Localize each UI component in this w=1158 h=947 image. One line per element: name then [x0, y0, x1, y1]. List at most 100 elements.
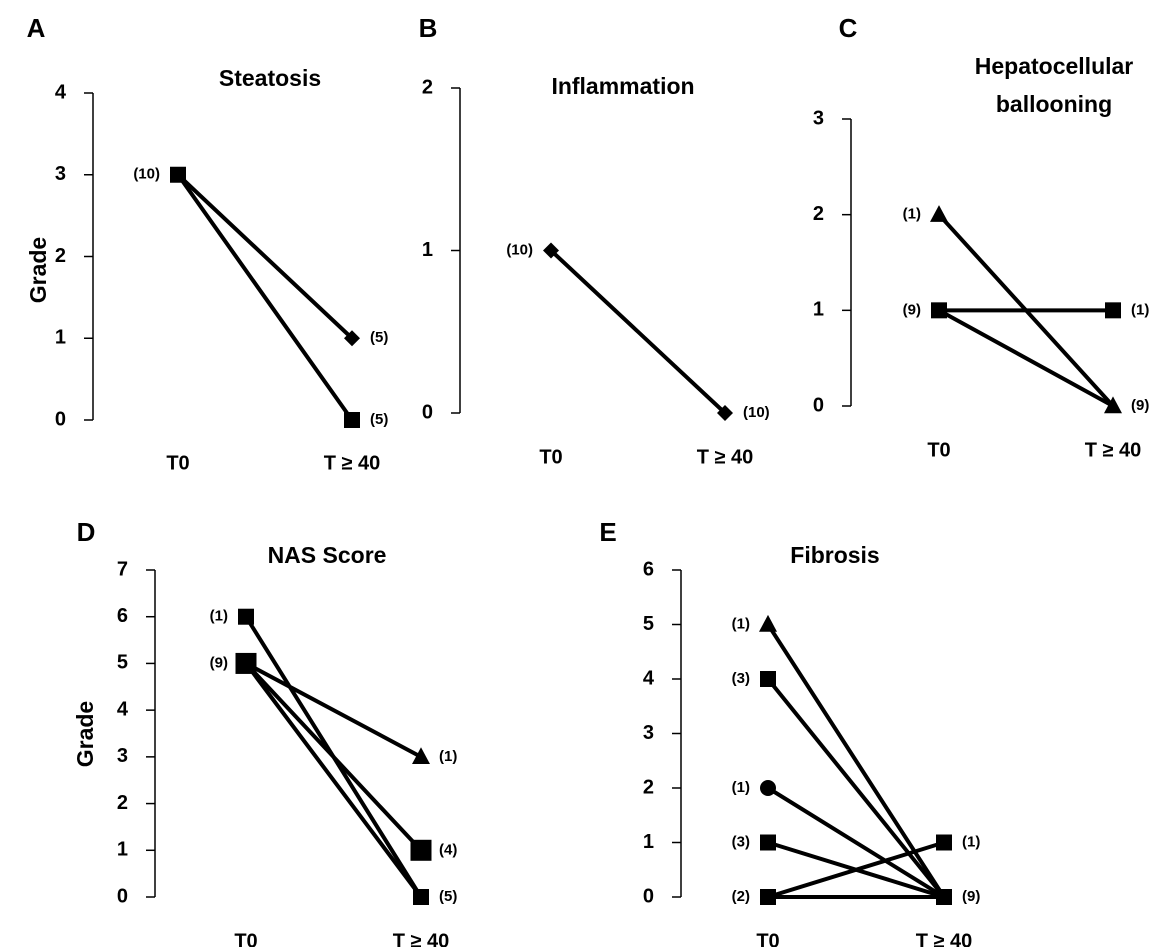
y-tick-label: 2 [813, 203, 824, 225]
y-tick-label: 3 [643, 722, 654, 744]
series-line [176, 172, 354, 341]
y-tick-label: 6 [643, 558, 654, 580]
marker-triangle [1104, 396, 1122, 414]
panel-letter: B [419, 13, 438, 43]
y-tick-label: 4 [55, 81, 67, 103]
x-category-label: T0 [927, 439, 950, 461]
count-label: (10) [743, 404, 770, 421]
count-label: (1) [1131, 301, 1149, 318]
marker-square [170, 166, 186, 183]
count-label: (4) [439, 841, 457, 858]
count-label: (1) [732, 779, 750, 796]
marker-square [760, 889, 776, 905]
y-tick-label: 0 [55, 408, 66, 430]
panel-letter: E [599, 517, 616, 547]
marker-diamond [344, 330, 360, 347]
y-tick-label: 4 [117, 698, 129, 720]
y-tick-label: 2 [55, 245, 66, 267]
series-line [766, 840, 946, 899]
y-tick-label: 1 [55, 327, 66, 349]
x-category-label: T ≥ 40 [324, 452, 381, 474]
x-category-label: T0 [539, 446, 562, 468]
count-label: (1) [903, 206, 921, 223]
y-tick-label: 1 [117, 839, 128, 861]
y-tick-label: 1 [422, 239, 433, 261]
y-axis-label: Grade [25, 237, 51, 303]
marker-square [1105, 302, 1121, 319]
series-line [937, 308, 1115, 408]
x-category-label: T ≥ 40 [916, 930, 973, 947]
x-category-label: T ≥ 40 [393, 930, 450, 947]
marker-triangle [412, 747, 430, 765]
marker-square [936, 834, 952, 851]
count-label: (10) [506, 241, 533, 258]
series-line [244, 661, 423, 899]
y-tick-label: 0 [117, 885, 128, 907]
count-label: (5) [370, 411, 388, 428]
x-category-label: T0 [756, 930, 779, 947]
x-category-label: T ≥ 40 [1085, 439, 1142, 461]
marker-square [344, 412, 360, 428]
y-axis-label: Grade [72, 701, 98, 767]
marker-square [931, 302, 947, 319]
marker-triangle [759, 614, 777, 632]
y-tick-label: 3 [813, 107, 824, 129]
y-tick-label: 3 [55, 163, 66, 185]
panel-c: C Hepatocellular ballooning 0 1 2 3 T0 T ≥ 40 (1)… [813, 13, 1149, 461]
y-tick-label: 2 [643, 776, 654, 798]
panel-d: D NAS Score Grade 0 1 2 3 4 5 6 7 T0 T ≥ 40 (1) (9) (1)… [72, 517, 457, 947]
marker-square [238, 608, 254, 625]
marker-square [760, 834, 776, 851]
marker-square-large [235, 652, 257, 674]
panel-b: B Inflammation 0 1 2 T0 T ≥ 40 (10) (10) [419, 13, 770, 468]
panel-letter: A [27, 13, 46, 43]
count-label: (10) [133, 166, 160, 183]
count-label: (3) [732, 833, 750, 850]
count-label: (9) [903, 301, 921, 318]
chart-title: Steatosis [219, 65, 321, 91]
marker-circle [760, 780, 776, 796]
series-line [766, 622, 946, 899]
y-tick-label: 6 [117, 605, 128, 627]
marker-diamond [543, 242, 559, 259]
series-line [549, 248, 727, 415]
y-tick-label: 7 [117, 558, 128, 580]
y-tick-label: 4 [643, 667, 655, 689]
y-tick-label: 1 [643, 831, 654, 853]
y-tick-label: 2 [422, 76, 433, 98]
series-line [244, 661, 423, 853]
count-label: (5) [439, 888, 457, 905]
panel-a: A Steatosis Grade 0 1 2 3 4 T0 T ≥ 40 (10) (5) (5) [25, 13, 388, 474]
panel-e: E Fibrosis 0 1 2 3 4 5 6 T0 T ≥ 40 (1) (3) (1) (3) (2) (… [599, 517, 980, 947]
y-tick-label: 0 [813, 394, 824, 416]
count-label: (9) [210, 654, 228, 671]
count-label: (1) [210, 608, 228, 625]
x-category-label: T ≥ 40 [697, 446, 754, 468]
series-line [244, 661, 423, 759]
x-category-label: T0 [234, 930, 257, 947]
count-label: (9) [1131, 397, 1149, 414]
y-tick-label: 5 [643, 613, 654, 635]
y-tick-label: 5 [117, 652, 128, 674]
chart-title: NAS Score [268, 542, 387, 568]
series-line [766, 786, 946, 899]
chart-title: ballooning [996, 91, 1112, 117]
count-label: (2) [732, 888, 750, 905]
x-category-label: T0 [166, 452, 189, 474]
panel-letter: D [77, 517, 96, 547]
count-label: (5) [370, 329, 388, 346]
count-label: (3) [732, 670, 750, 687]
y-tick-label: 0 [643, 885, 654, 907]
count-label: (1) [962, 833, 980, 850]
marker-square [936, 889, 952, 905]
chart-title: Inflammation [551, 73, 694, 99]
marker-square [760, 671, 776, 687]
count-label: (1) [439, 748, 457, 765]
marker-square [413, 889, 429, 905]
panel-letter: C [839, 13, 858, 43]
marker-square-large [410, 839, 432, 861]
y-tick-label: 1 [813, 299, 824, 321]
marker-diamond [717, 405, 733, 421]
count-label: (1) [732, 615, 750, 632]
